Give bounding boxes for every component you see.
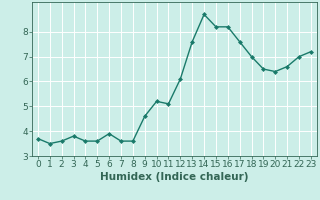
X-axis label: Humidex (Indice chaleur): Humidex (Indice chaleur) — [100, 172, 249, 182]
